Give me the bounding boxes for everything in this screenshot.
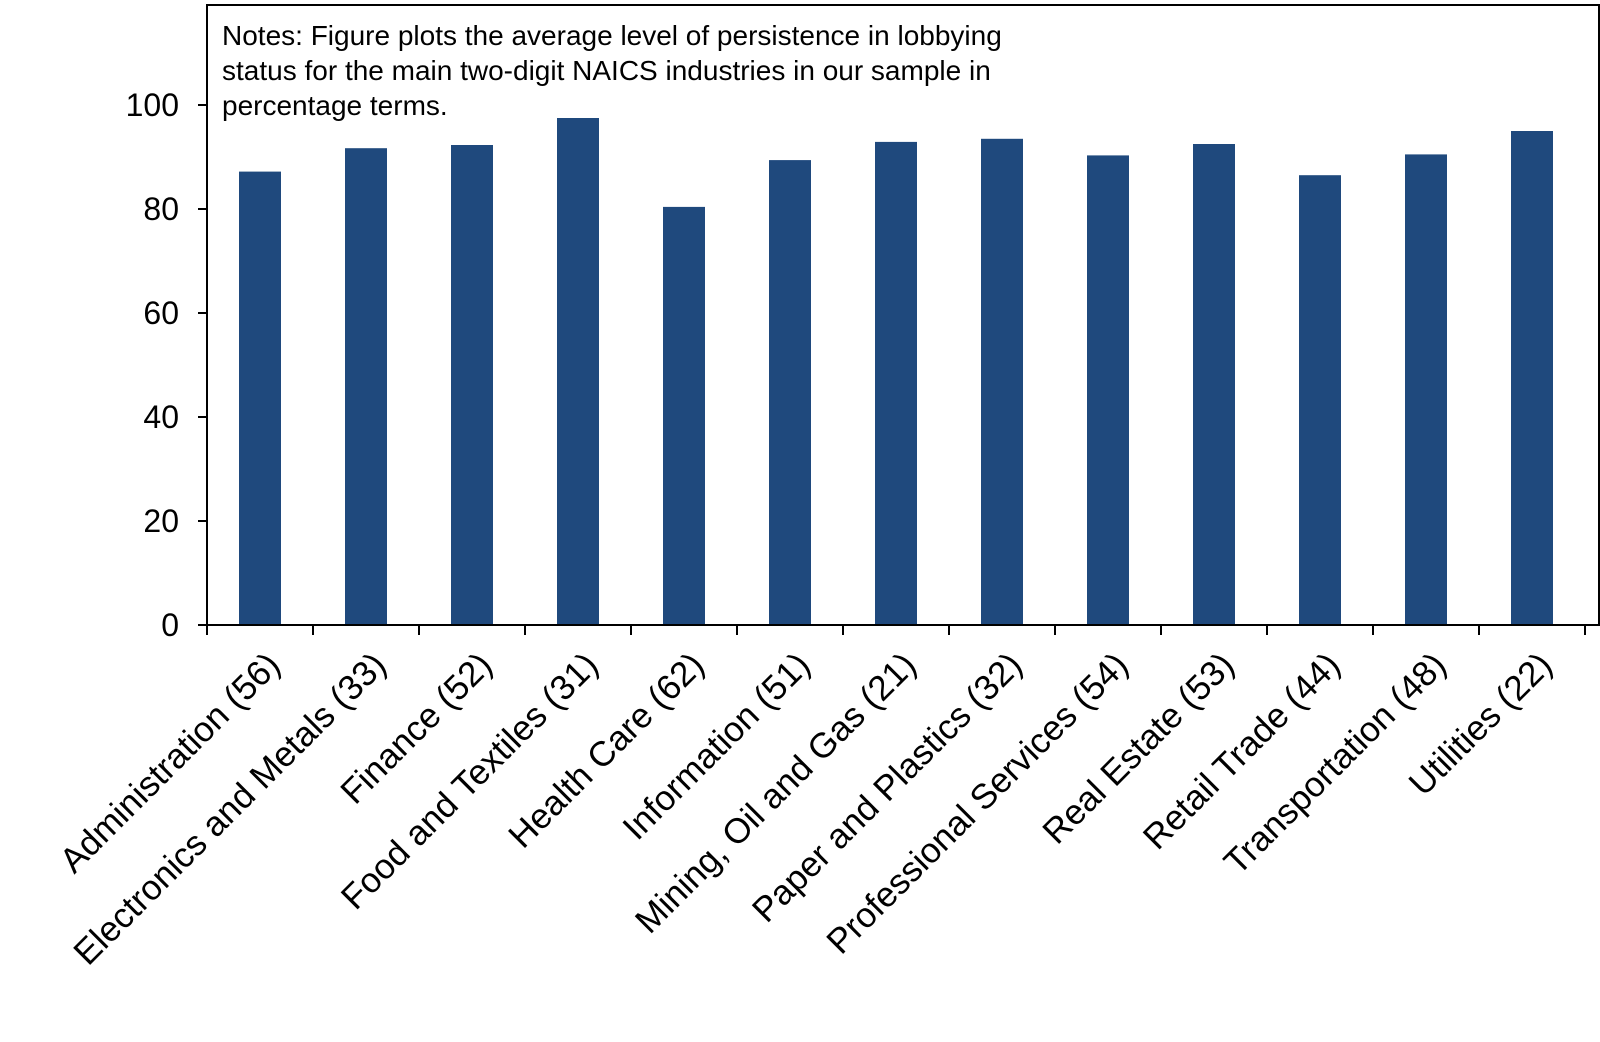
y-tick-label-60: 60 xyxy=(143,295,179,331)
x-tick-label-5: Health Care (62) xyxy=(501,645,712,856)
y-tick-label-100: 100 xyxy=(126,87,179,123)
y-tick-label-0: 0 xyxy=(161,607,179,643)
x-axis: Administration (56)Electronics and Metal… xyxy=(52,625,1586,973)
bar-5 xyxy=(663,206,705,625)
x-tick-label-10: Real Estate (53) xyxy=(1035,645,1241,851)
bar-13 xyxy=(1511,131,1553,625)
bar-4 xyxy=(557,118,599,625)
bar-11 xyxy=(1299,175,1341,625)
notes-line-3: percentage terms. xyxy=(222,90,448,121)
bars-layer xyxy=(239,118,1553,626)
bar-10 xyxy=(1193,144,1235,625)
bar-6 xyxy=(769,160,811,625)
notes-line-1: Notes: Figure plots the average level of… xyxy=(222,20,1002,51)
notes-line-2: status for the main two-digit NAICS indu… xyxy=(222,55,991,86)
x-tick-label-6: Information (51) xyxy=(615,645,817,847)
bar-7 xyxy=(875,141,917,625)
bar-1 xyxy=(239,171,281,625)
y-axis: 0 20 40 60 80 100 xyxy=(126,87,207,643)
bar-12 xyxy=(1405,154,1447,625)
y-tick-label-40: 40 xyxy=(143,399,179,435)
y-tick-label-80: 80 xyxy=(143,191,179,227)
bar-8 xyxy=(981,138,1023,626)
y-tick-label-20: 20 xyxy=(143,503,179,539)
chart-notes: Notes: Figure plots the average level of… xyxy=(222,20,1002,121)
bar-2 xyxy=(345,148,387,625)
bar-3 xyxy=(451,145,493,625)
bar-9 xyxy=(1087,155,1129,625)
x-tick-label-11: Retail Trade (44) xyxy=(1136,645,1348,857)
